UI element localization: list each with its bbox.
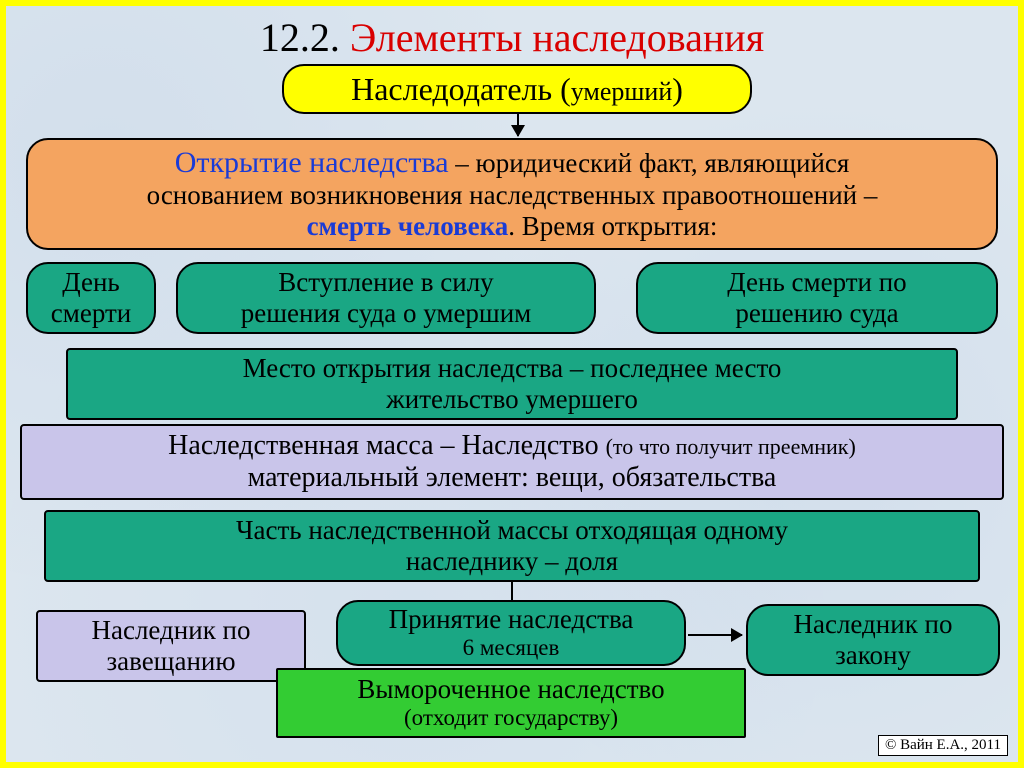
box-heir-by-law: Наследник по закону bbox=[746, 604, 1000, 676]
title-text: Элементы наследования bbox=[350, 15, 764, 60]
box-opening-line3: смерть человека. Время открытия: bbox=[307, 211, 718, 242]
box-escheat-title: Вымороченное наследство bbox=[357, 674, 664, 705]
box-acceptance-title: Принятие наследства bbox=[389, 604, 634, 635]
box-death-by-court: День смерти по решению суда bbox=[636, 262, 998, 334]
box-heir-by-will: Наследник по завещанию bbox=[36, 610, 306, 682]
title-number: 12.2. bbox=[260, 15, 340, 60]
box-opening: Открытие наследства – юридический факт, … bbox=[26, 138, 998, 250]
box-acceptance-sub: 6 месяцев bbox=[463, 635, 560, 661]
slide-title: 12.2. Элементы наследования bbox=[6, 14, 1018, 61]
box-estate-line1: Наследственная масса – Наследство (то чт… bbox=[168, 430, 856, 462]
box-estate: Наследственная масса – Наследство (то чт… bbox=[20, 424, 1004, 500]
box-escheat: Вымороченное наследство (отходит государ… bbox=[276, 668, 746, 738]
box-testator-text: Наследодатель (умерший) bbox=[351, 71, 683, 108]
box-testator: Наследодатель (умерший) bbox=[282, 64, 752, 114]
copyright: © Вайн Е.А., 2011 bbox=[878, 735, 1008, 756]
arrow-acceptance-to-law bbox=[688, 634, 742, 636]
box-share: Часть наследственной массы отходящая одн… bbox=[44, 510, 980, 582]
box-estate-line2: материальный элемент: вещи, обязательств… bbox=[248, 462, 777, 494]
box-death-day: День смерти bbox=[26, 262, 156, 334]
box-opening-line1: Открытие наследства – юридический факт, … bbox=[175, 146, 850, 181]
box-escheat-sub: (отходит государству) bbox=[404, 705, 618, 731]
box-place: Место открытия наследства – последнее ме… bbox=[66, 348, 958, 420]
arrow-testator-to-opening bbox=[517, 114, 519, 136]
box-opening-line2: основанием возникновения наследственных … bbox=[147, 180, 878, 211]
slide-canvas: 12.2. Элементы наследования Наследодател… bbox=[0, 0, 1024, 768]
connector-share-down bbox=[511, 582, 513, 600]
box-court-decision: Вступление в силу решения суда о умершим bbox=[176, 262, 596, 334]
box-acceptance: Принятие наследства 6 месяцев bbox=[336, 600, 686, 666]
